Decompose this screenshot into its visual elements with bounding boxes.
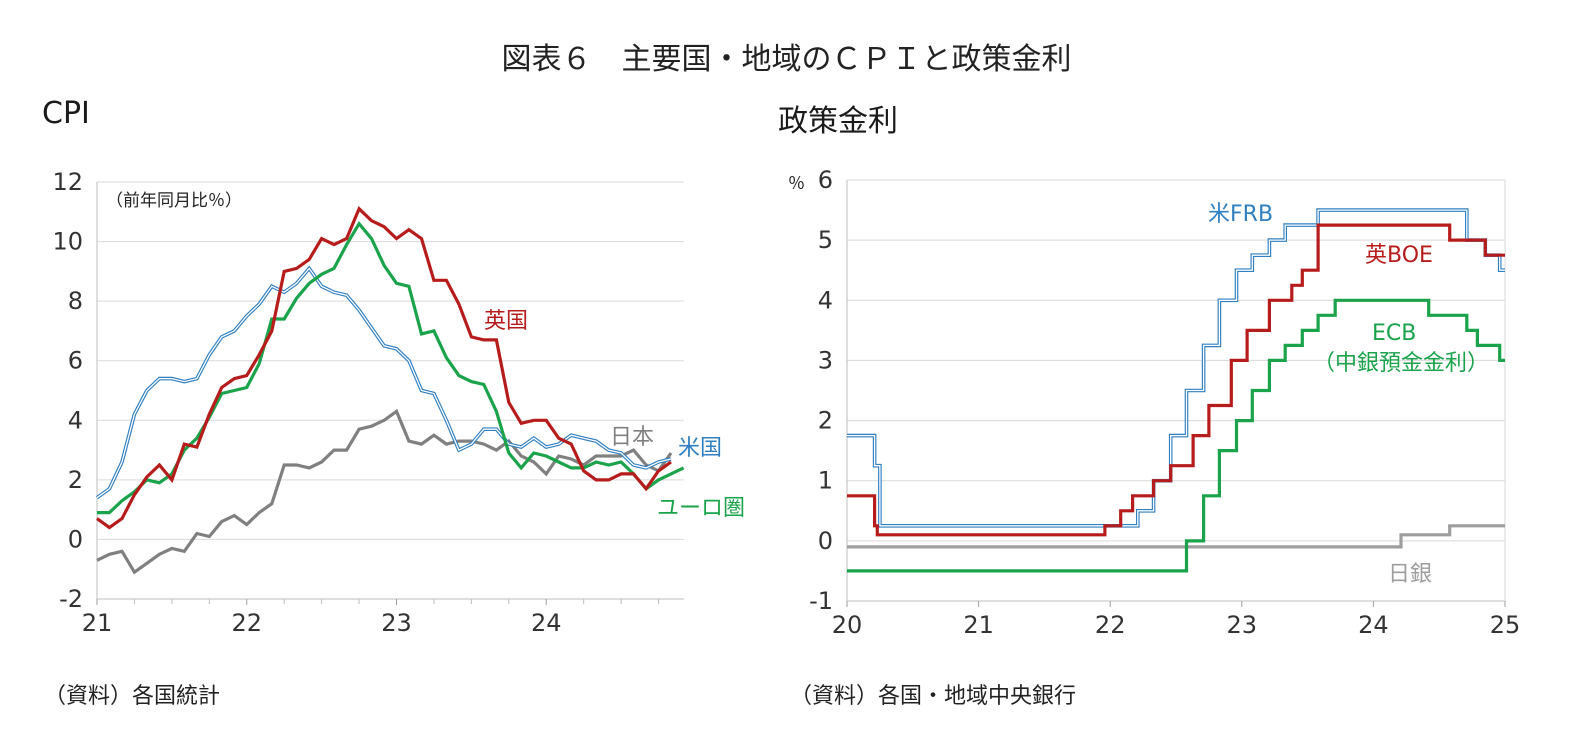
rate-series-lines <box>847 208 1505 573</box>
rate-source-note: （資料）各国・地域中央銀行 <box>790 684 1077 709</box>
y-tick-label: 1 <box>818 467 833 495</box>
y-tick-label: 10 <box>52 228 83 256</box>
series-3-line <box>96 408 673 575</box>
ecb-sublabel: （中銀預金金利） <box>1313 351 1489 376</box>
y-tick-label: -1 <box>809 587 833 615</box>
y-tick-label: 0 <box>68 525 83 553</box>
cpi-gridlines <box>96 181 684 605</box>
rate-gridlines <box>846 179 1506 607</box>
cpi-unit-note: （前年同月比％） <box>106 191 242 211</box>
boe-label: 英BOE <box>1365 243 1433 268</box>
cpi-source-note: （資料）各国統計 <box>44 684 221 709</box>
x-tick-label: 22 <box>1095 611 1126 639</box>
cpi-tick-labels: 12 10 8 6 4 2 0 -221 22 23 24 <box>52 168 561 637</box>
x-tick-label: 21 <box>963 611 994 639</box>
series-1-line <box>847 223 1505 537</box>
rate-unit-note: ％ <box>788 174 805 194</box>
y-tick-label: 6 <box>818 166 833 194</box>
figure-title: 図表６ 主要国・地域のＣＰＩと政策金利 <box>501 42 1072 77</box>
eurozone-cpi-label: ユーロ圏 <box>657 496 745 521</box>
frb-label: 米FRB <box>1208 202 1273 227</box>
y-tick-label: 3 <box>818 346 833 374</box>
x-tick-label: 20 <box>832 611 863 639</box>
y-tick-label: 8 <box>68 287 83 315</box>
cpi-series-lines <box>95 206 685 575</box>
rate-panel-title: 政策金利 <box>778 104 898 139</box>
boj-label: 日銀 <box>1388 562 1432 587</box>
series-3-line <box>847 524 1505 549</box>
x-tick-label: 23 <box>381 609 412 637</box>
y-tick-label: 4 <box>818 286 833 314</box>
x-tick-label: 24 <box>1358 611 1389 639</box>
series-0-line-inner <box>96 267 672 499</box>
y-tick-label: -2 <box>59 585 83 613</box>
series-0-line-inner <box>847 209 1505 527</box>
x-tick-label: 21 <box>82 609 113 637</box>
series-2-line <box>847 298 1505 573</box>
japan-cpi-label: 日本 <box>610 425 654 450</box>
y-tick-label: 4 <box>68 406 83 434</box>
series-1-line <box>96 206 672 530</box>
uk-cpi-label: 英国 <box>484 309 528 334</box>
us-cpi-label: 米国 <box>678 436 722 461</box>
x-tick-label: 24 <box>531 609 562 637</box>
y-tick-label: 6 <box>68 347 83 375</box>
y-tick-label: 0 <box>818 527 833 555</box>
x-tick-label: 22 <box>231 609 262 637</box>
y-tick-label: 12 <box>52 168 83 196</box>
y-tick-label: 2 <box>818 407 833 435</box>
cpi-panel-title: CPI <box>42 96 90 131</box>
y-tick-label: 5 <box>818 226 833 254</box>
series-2-line <box>97 220 685 515</box>
y-tick-label: 2 <box>68 466 83 494</box>
x-tick-label: 25 <box>1490 611 1521 639</box>
x-tick-label: 23 <box>1227 611 1258 639</box>
ecb-label: ECB <box>1372 321 1416 346</box>
